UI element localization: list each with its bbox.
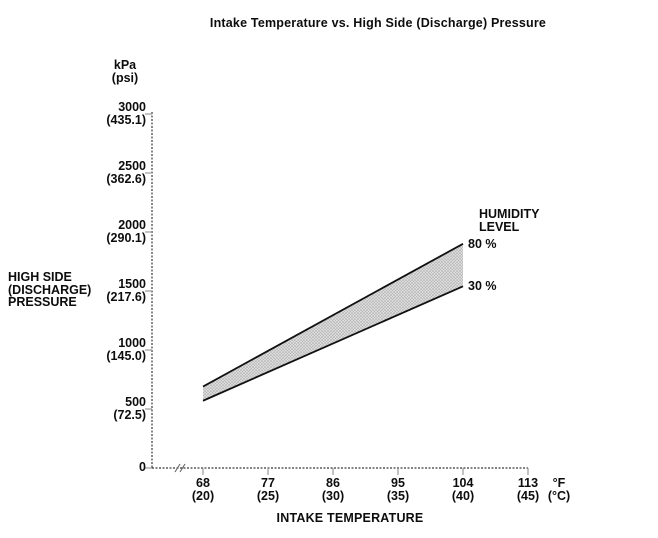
x-axis-title: INTAKE TEMPERATURE bbox=[276, 511, 424, 525]
x-axis-unit-label: °F (°C) bbox=[527, 477, 591, 502]
line-30-percent bbox=[202, 285, 464, 402]
y-tick-label: 500 (72.5) bbox=[113, 395, 146, 422]
series-label-30-percent: 30 % bbox=[468, 279, 497, 293]
x-tick-label: 113 (45) bbox=[516, 476, 540, 503]
x-tick-label: 86 (30) bbox=[321, 476, 345, 503]
line-80-percent bbox=[202, 243, 464, 388]
y-tick-label: 0 bbox=[139, 460, 146, 474]
y-unit-psi: (psi) bbox=[111, 70, 139, 85]
y-tick-label: 3000 (435.1) bbox=[106, 100, 146, 127]
humidity-band-area bbox=[203, 243, 463, 401]
tick-marks bbox=[145, 113, 529, 475]
y-unit-kpa: kPa bbox=[113, 58, 137, 72]
x-axis-break-marks bbox=[174, 463, 186, 473]
y-tick-label: 2500 (362.6) bbox=[106, 159, 146, 186]
chart-title: Intake Temperature vs. High Side (Discha… bbox=[209, 16, 547, 30]
y-tick-label: 1000 (145.0) bbox=[106, 336, 146, 363]
x-unit-c: (°C) bbox=[547, 488, 571, 503]
x-tick-label: 104 (40) bbox=[451, 476, 475, 503]
y-axis-unit-label: kPa (psi) bbox=[85, 59, 165, 84]
x-tick-label: 77 (25) bbox=[256, 476, 280, 503]
legend-title: HUMIDITY LEVEL bbox=[479, 207, 540, 234]
series-label-80-percent: 80 % bbox=[468, 237, 497, 251]
y-axis-title: HIGH SIDE (DISCHARGE) PRESSURE bbox=[8, 270, 92, 309]
x-unit-f: °F bbox=[552, 476, 566, 490]
y-tick-label: 2000 (290.1) bbox=[106, 218, 146, 245]
x-tick-label: 95 (35) bbox=[386, 476, 410, 503]
y-tick-label: 1500 (217.6) bbox=[106, 277, 146, 304]
x-tick-label: 68 (20) bbox=[191, 476, 215, 503]
